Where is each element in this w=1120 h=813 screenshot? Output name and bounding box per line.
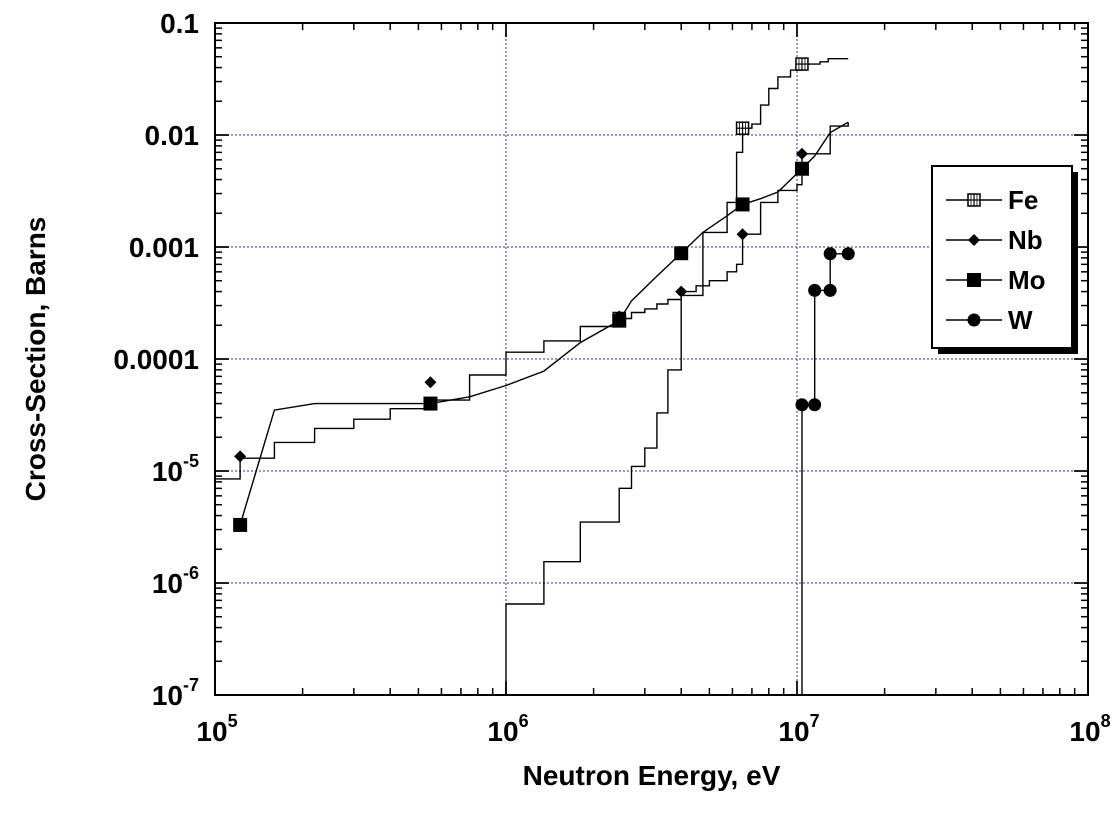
grid-lines xyxy=(215,23,1088,695)
marker-mo xyxy=(233,517,248,532)
series-nb xyxy=(234,122,849,695)
marker-w xyxy=(795,398,809,412)
marker-mo xyxy=(735,197,750,212)
legend-label-w: W xyxy=(1008,305,1033,335)
axis-ticks xyxy=(214,22,1089,696)
y-tick-labels: 10-7 10-6 10-5 0.0001 0.001 0.01 0.1 xyxy=(113,8,199,711)
y-tick-label: 10-7 xyxy=(152,675,199,711)
legend-label-mo: Mo xyxy=(1008,265,1046,295)
x-tick-labels: 105 106 107 108 xyxy=(196,711,1110,747)
marker-nb xyxy=(795,147,808,160)
marker-nb xyxy=(234,450,247,463)
legend: Fe Nb Mo W xyxy=(931,165,1078,354)
marker-w xyxy=(808,398,822,412)
y-tick-label: 0.1 xyxy=(160,8,199,39)
marker-mo xyxy=(794,161,809,176)
series-line-fe xyxy=(215,58,849,480)
marker-nb xyxy=(424,376,437,389)
marker-mo xyxy=(674,246,689,261)
series-layer xyxy=(215,57,855,695)
x-axis-title: Neutron Energy, eV xyxy=(523,760,781,791)
legend-marker-fe xyxy=(967,193,981,207)
marker-fe xyxy=(735,121,750,135)
legend-label-nb: Nb xyxy=(1008,225,1043,255)
series-mo xyxy=(233,121,849,532)
y-tick-label: 10-5 xyxy=(152,451,199,487)
x-tick-label: 105 xyxy=(196,711,237,747)
marker-w xyxy=(841,247,855,261)
marker-nb xyxy=(736,228,749,241)
legend-marker-nb xyxy=(968,234,980,246)
marker-w xyxy=(823,283,837,297)
marker-nb xyxy=(675,285,688,298)
y-tick-label: 10-6 xyxy=(152,563,199,599)
series-line-nb xyxy=(505,122,849,695)
legend-box xyxy=(931,165,1073,349)
legend-marker-mo xyxy=(967,273,981,287)
y-tick-label: 0.001 xyxy=(129,232,199,263)
marker-w xyxy=(808,283,822,297)
legend-label-fe: Fe xyxy=(1008,185,1038,215)
marker-fe xyxy=(795,57,809,71)
y-axis-title: Cross-Section, Barns xyxy=(20,217,51,502)
x-tick-label: 106 xyxy=(487,711,528,747)
legend-marker-w xyxy=(967,313,981,327)
y-tick-label: 0.0001 xyxy=(113,344,199,375)
marker-mo xyxy=(423,396,438,411)
marker-w xyxy=(823,247,837,261)
y-tick-label: 0.01 xyxy=(145,120,200,151)
marker-mo xyxy=(612,313,627,328)
series-w xyxy=(795,247,855,695)
x-tick-label: 108 xyxy=(1069,711,1110,747)
x-tick-label: 107 xyxy=(778,711,819,747)
series-line-mo xyxy=(239,121,849,526)
